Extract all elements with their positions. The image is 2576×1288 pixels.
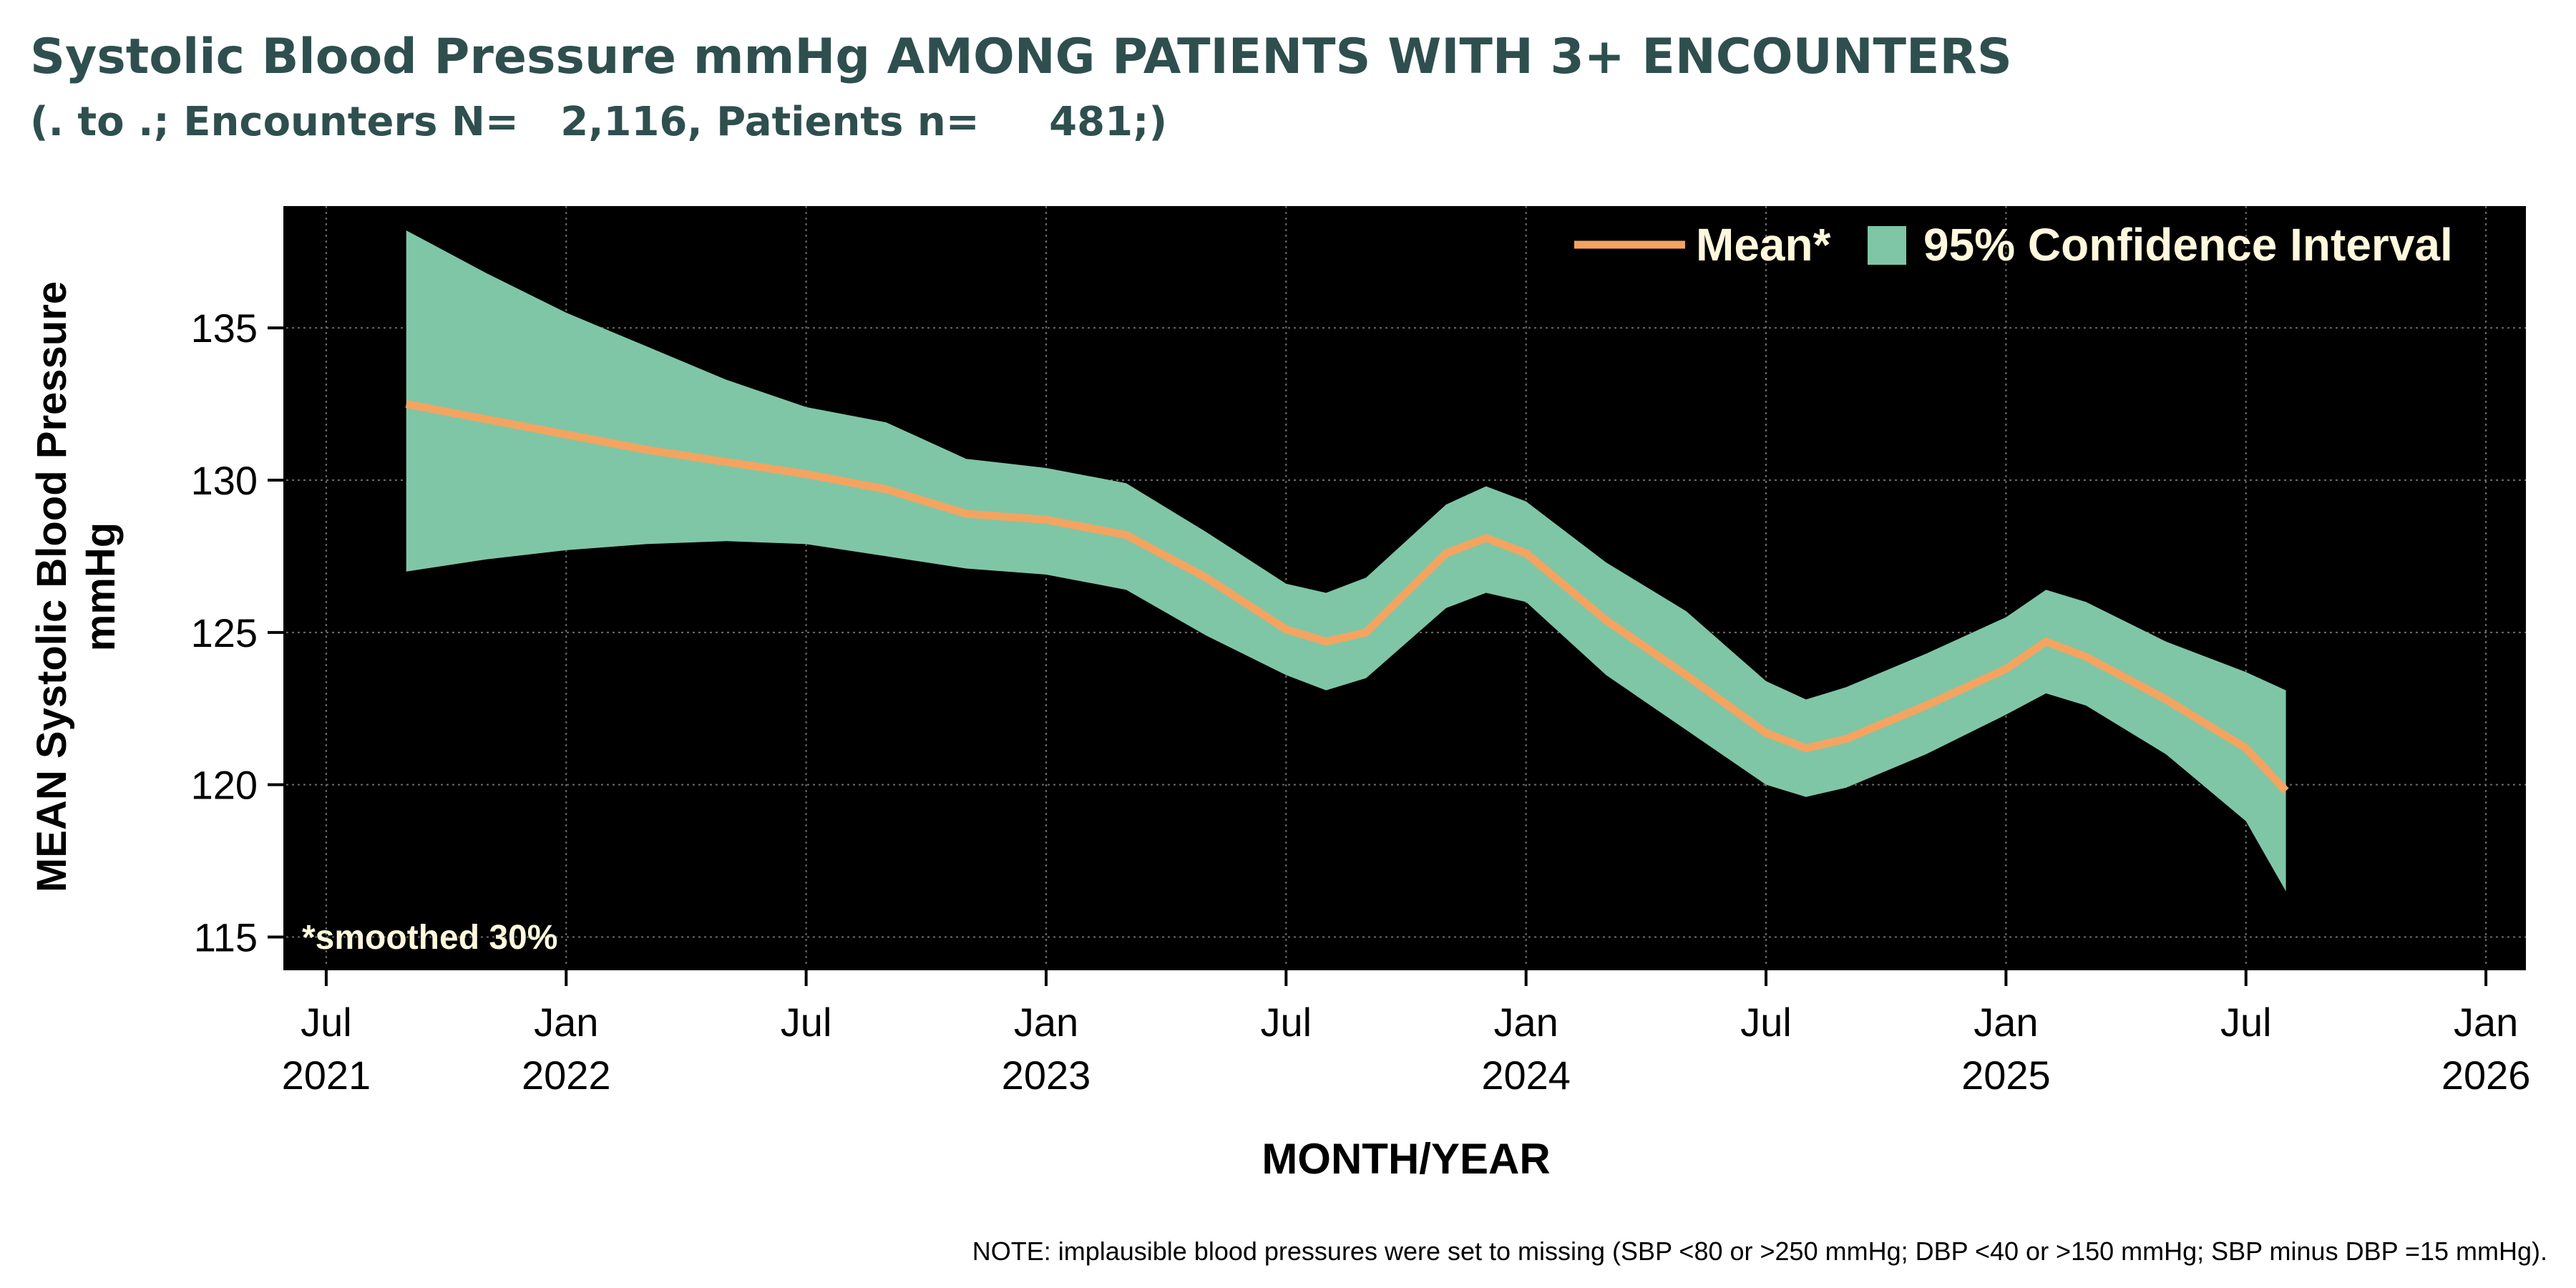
y-axis-label-line2: mmHg — [77, 522, 124, 651]
footnote: NOTE: implausible blood pressures were s… — [972, 1236, 2547, 1266]
chart-title: Systolic Blood Pressure mmHg AMONG PATIE… — [30, 29, 2012, 85]
x-tick-label-month: Jan — [1974, 1000, 2038, 1045]
x-axis: Jul 2021 Jan 2022 Jul Jan 2023 Jul Jan 2024 Jul Jan… — [282, 967, 2531, 1098]
y-axis: 115 120 125 130 135 — [191, 206, 286, 970]
y-tick-label: 115 — [194, 914, 258, 960]
legend-ci-swatch — [1868, 226, 1906, 265]
y-tick-label: 125 — [191, 610, 258, 655]
y-axis-label: MEAN Systolic Blood PressuremmHg — [29, 281, 124, 892]
x-tick-label-year: 2025 — [1961, 1053, 2051, 1098]
x-tick-label-month: Jan — [1494, 1000, 1558, 1045]
x-tick-label-month: Jul — [1740, 1000, 1792, 1045]
x-tick-label-month: Jan — [2454, 1000, 2518, 1045]
legend-mean-label: Mean* — [1696, 219, 1831, 270]
x-tick-label-year: 2023 — [1002, 1053, 1091, 1098]
x-axis-label: MONTH/YEAR — [1262, 1135, 1550, 1183]
x-tick-label-month: Jul — [301, 1000, 352, 1045]
x-tick-label-year: 2022 — [522, 1053, 611, 1098]
smoothing-annotation: *smoothed 30% — [302, 919, 557, 957]
x-tick-label-month: Jul — [2220, 1000, 2272, 1045]
legend-ci-label: 95% Confidence Interval — [1923, 219, 2453, 270]
legend: Mean* 95% Confidence Interval — [1574, 219, 2453, 270]
y-axis-label-line1: MEAN Systolic Blood Pressure — [29, 281, 75, 892]
chart-subtitle: (. to .; Encounters N= 2,116, Patients n… — [30, 99, 1168, 145]
y-tick-label: 120 — [191, 763, 258, 808]
mean-line — [405, 400, 2289, 794]
x-tick-label-month: Jul — [781, 1000, 832, 1045]
y-tick-label: 130 — [191, 458, 258, 503]
x-tick-label-month: Jul — [1261, 1000, 1312, 1045]
confidence-interval-band — [406, 230, 2286, 892]
x-tick-label-month: Jan — [1014, 1000, 1078, 1045]
x-tick-label-year: 2026 — [2441, 1053, 2531, 1098]
x-tick-label-month: Jan — [534, 1000, 598, 1045]
y-tick-label: 135 — [191, 306, 258, 351]
x-tick-label-year: 2024 — [1481, 1053, 1571, 1098]
x-tick-label-year: 2021 — [282, 1053, 371, 1098]
